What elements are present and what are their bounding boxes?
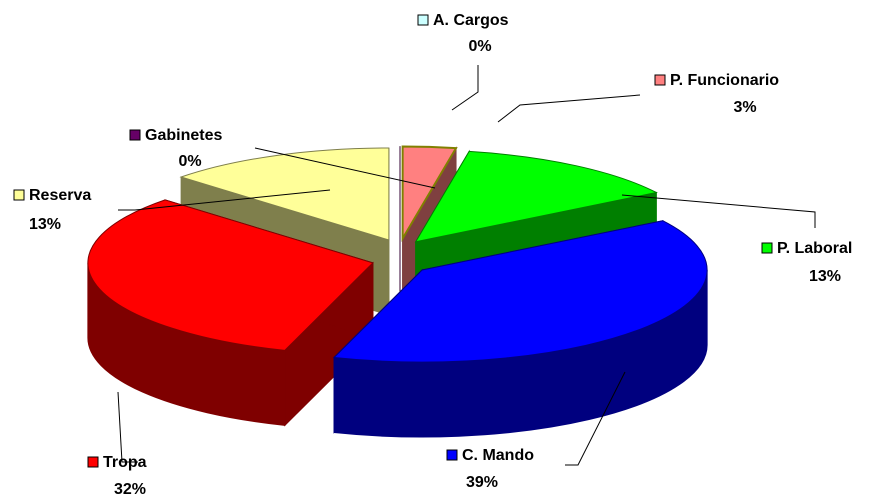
pie: [87, 145, 708, 438]
category-label: C. Mando: [462, 447, 534, 464]
category-label: P. Funcionario: [670, 72, 779, 89]
legend-key: [446, 449, 458, 461]
slice: [332, 220, 708, 438]
slice-top: [179, 147, 390, 241]
category-label: P. Laboral: [777, 240, 852, 257]
legend-key: [87, 456, 99, 468]
value-label: 32%: [114, 481, 146, 498]
slice: [87, 199, 374, 427]
leader-line: [565, 371, 626, 466]
legend-key: [417, 14, 429, 26]
leader-line: [117, 391, 138, 463]
leader-line: [118, 189, 331, 211]
slice-top: [87, 199, 374, 351]
value-label: 13%: [809, 268, 841, 285]
category-label: Tropa: [103, 454, 147, 471]
legend-key: [13, 189, 25, 201]
value-label: 0%: [178, 153, 201, 170]
slice-top: [401, 145, 458, 243]
legend-key: [129, 129, 141, 141]
leader-line: [621, 194, 816, 228]
legend-key: [761, 242, 773, 254]
value-label: 3%: [733, 99, 756, 116]
leader-line: [497, 94, 641, 123]
value-label: 13%: [29, 216, 61, 233]
leader-line: [451, 65, 479, 111]
legend-key: [654, 74, 666, 86]
leader-lines: [117, 65, 816, 466]
category-label: Gabinetes: [145, 127, 222, 144]
leader-line: [254, 147, 436, 189]
value-label: 0%: [468, 38, 491, 55]
labels: A. Cargos 0% P. Funcionario 3% P. Laboral 13%…: [13, 12, 852, 498]
category-label: Reserva: [29, 187, 91, 204]
value-label: 39%: [466, 474, 498, 491]
slice-top: [414, 150, 658, 243]
slice-top: [332, 220, 708, 363]
category-label: A. Cargos: [433, 12, 509, 29]
